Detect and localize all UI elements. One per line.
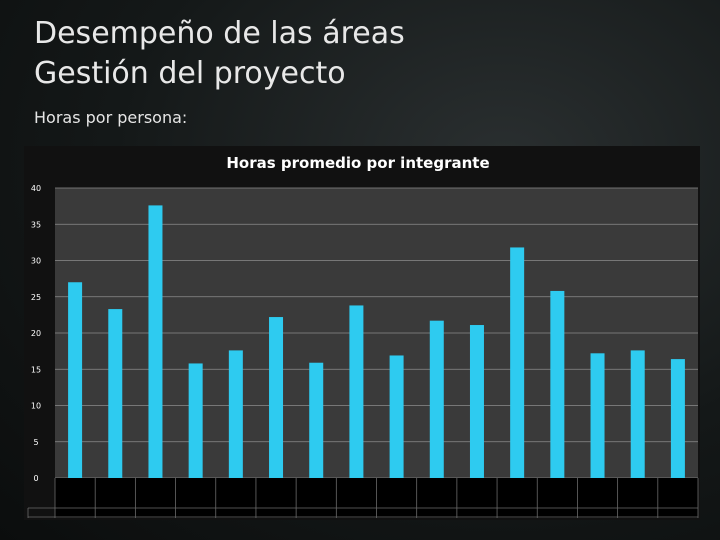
y-tick-label: 10 bbox=[31, 402, 41, 411]
bar bbox=[349, 305, 364, 478]
bar bbox=[670, 359, 685, 478]
slide-title: Desempeño de las áreas Gestión del proye… bbox=[34, 14, 674, 94]
y-tick-label: 15 bbox=[31, 365, 41, 374]
bar-chart: Horas promedio por integrante 0 5 10 15 20 25… bbox=[24, 146, 700, 520]
y-tick-label: 0 bbox=[33, 474, 38, 483]
bar bbox=[148, 205, 163, 478]
bar bbox=[269, 317, 284, 478]
chart-container: Horas promedio por integrante 0 5 10 15 20 25… bbox=[24, 146, 700, 520]
bar bbox=[68, 282, 83, 478]
y-tick-label: 5 bbox=[33, 438, 38, 447]
bar bbox=[228, 350, 243, 478]
chart-title: Horas promedio por integrante bbox=[226, 154, 489, 172]
bar bbox=[590, 353, 605, 478]
bar bbox=[469, 325, 484, 478]
slide-title-line-1: Desempeño de las áreas bbox=[34, 16, 405, 51]
slide-title-line-2: Gestión del proyecto bbox=[34, 56, 346, 91]
bar bbox=[108, 309, 123, 478]
slide-subtitle: Horas por persona: bbox=[34, 108, 188, 127]
y-tick-label: 40 bbox=[31, 184, 41, 193]
y-tick-label: 35 bbox=[31, 220, 41, 229]
bar bbox=[510, 247, 525, 478]
y-tick-label: 25 bbox=[31, 293, 41, 302]
bar bbox=[429, 320, 444, 478]
y-tick-label: 20 bbox=[31, 329, 41, 338]
bar bbox=[389, 355, 404, 478]
bar bbox=[550, 290, 565, 478]
y-tick-label: 30 bbox=[31, 257, 41, 266]
bar bbox=[188, 363, 203, 478]
bar bbox=[309, 362, 324, 478]
bar bbox=[630, 350, 645, 478]
